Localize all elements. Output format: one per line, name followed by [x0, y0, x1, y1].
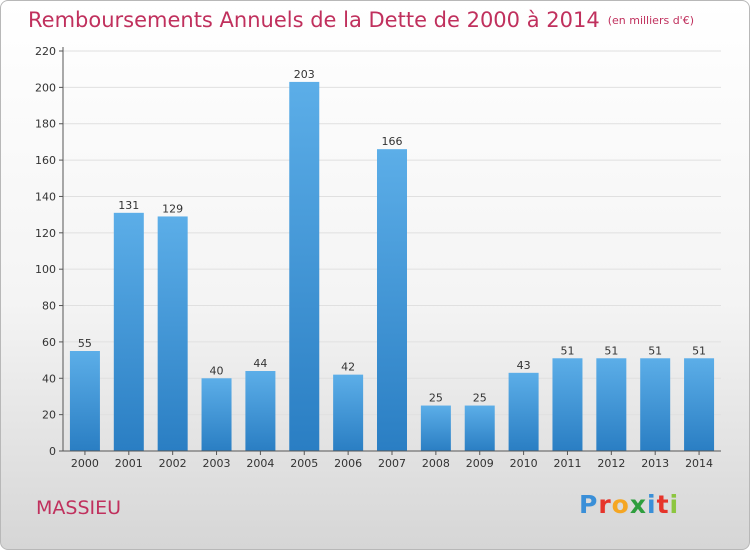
bar [245, 371, 276, 451]
data-label: 44 [253, 357, 267, 370]
bar [508, 372, 539, 451]
data-label: 203 [294, 68, 315, 81]
x-tick-label: 2005 [290, 457, 318, 470]
x-tick-label: 2011 [553, 457, 581, 470]
bar [69, 351, 100, 451]
title-line: Remboursements Annuels de la Dette de 20… [28, 8, 694, 32]
data-label: 25 [429, 392, 443, 405]
data-label: 51 [692, 344, 706, 357]
brand-letter: i [669, 490, 680, 519]
data-label: 55 [78, 337, 92, 350]
data-label: 131 [118, 199, 139, 212]
brand-letter: o [611, 490, 630, 519]
data-label: 51 [560, 344, 574, 357]
bar [289, 81, 320, 451]
bar [640, 358, 671, 451]
y-tick-label: 80 [42, 300, 56, 313]
bar [333, 374, 364, 451]
bar [596, 358, 627, 451]
y-tick-label: 60 [42, 336, 56, 349]
bar [552, 358, 583, 451]
commune-name: MASSIEU [36, 497, 122, 519]
x-tick-label: 2001 [115, 457, 143, 470]
brand-letter: x [629, 490, 647, 519]
y-tick-label: 180 [35, 118, 56, 131]
data-label: 40 [210, 364, 224, 377]
data-label: 25 [473, 392, 487, 405]
x-tick-label: 2007 [378, 457, 406, 470]
y-tick-label: 160 [35, 154, 56, 167]
data-label: 51 [604, 344, 618, 357]
chart-subtitle: (en milliers d'€) [607, 14, 694, 27]
data-label: 166 [382, 135, 403, 148]
brand-letter: r [598, 490, 612, 519]
bar [377, 149, 407, 451]
y-tick-label: 40 [42, 372, 56, 385]
bar [113, 212, 144, 451]
chart-title: Remboursements Annuels de la Dette de 20… [28, 8, 600, 32]
x-tick-label: 2009 [466, 457, 494, 470]
data-label: 51 [648, 344, 662, 357]
bar [684, 358, 715, 451]
y-tick-label: 140 [35, 190, 56, 203]
y-tick-label: 0 [49, 445, 56, 458]
x-tick-label: 2006 [334, 457, 362, 470]
brand-letter: t [656, 490, 670, 519]
x-tick-label: 2000 [71, 457, 99, 470]
brand-logo: Proxiti [579, 490, 679, 519]
x-tick-label: 2004 [246, 457, 274, 470]
y-tick-label: 120 [35, 227, 56, 240]
bar [464, 405, 495, 451]
bar [157, 216, 188, 451]
x-tick-label: 2002 [159, 457, 187, 470]
x-tick-label: 2008 [422, 457, 450, 470]
brand-letter: P [579, 490, 599, 519]
data-label: 42 [341, 361, 355, 374]
y-tick-label: 100 [35, 263, 56, 276]
x-tick-label: 2013 [641, 457, 669, 470]
x-tick-label: 2003 [203, 457, 231, 470]
y-tick-label: 200 [35, 81, 56, 94]
bar [420, 405, 451, 451]
data-label: 129 [162, 202, 183, 215]
x-tick-label: 2012 [597, 457, 625, 470]
data-label: 43 [517, 359, 531, 372]
x-tick-label: 2010 [510, 457, 538, 470]
bar [201, 378, 232, 451]
bar-chart: 0 20 40 60 80 100 120 140 160 180 200 220 55 2000 131 2… [35, 45, 721, 470]
y-tick-label: 220 [35, 45, 56, 58]
brand-letter: i [647, 490, 657, 519]
y-tick-label: 20 [42, 409, 56, 422]
x-tick-label: 2014 [685, 457, 713, 470]
